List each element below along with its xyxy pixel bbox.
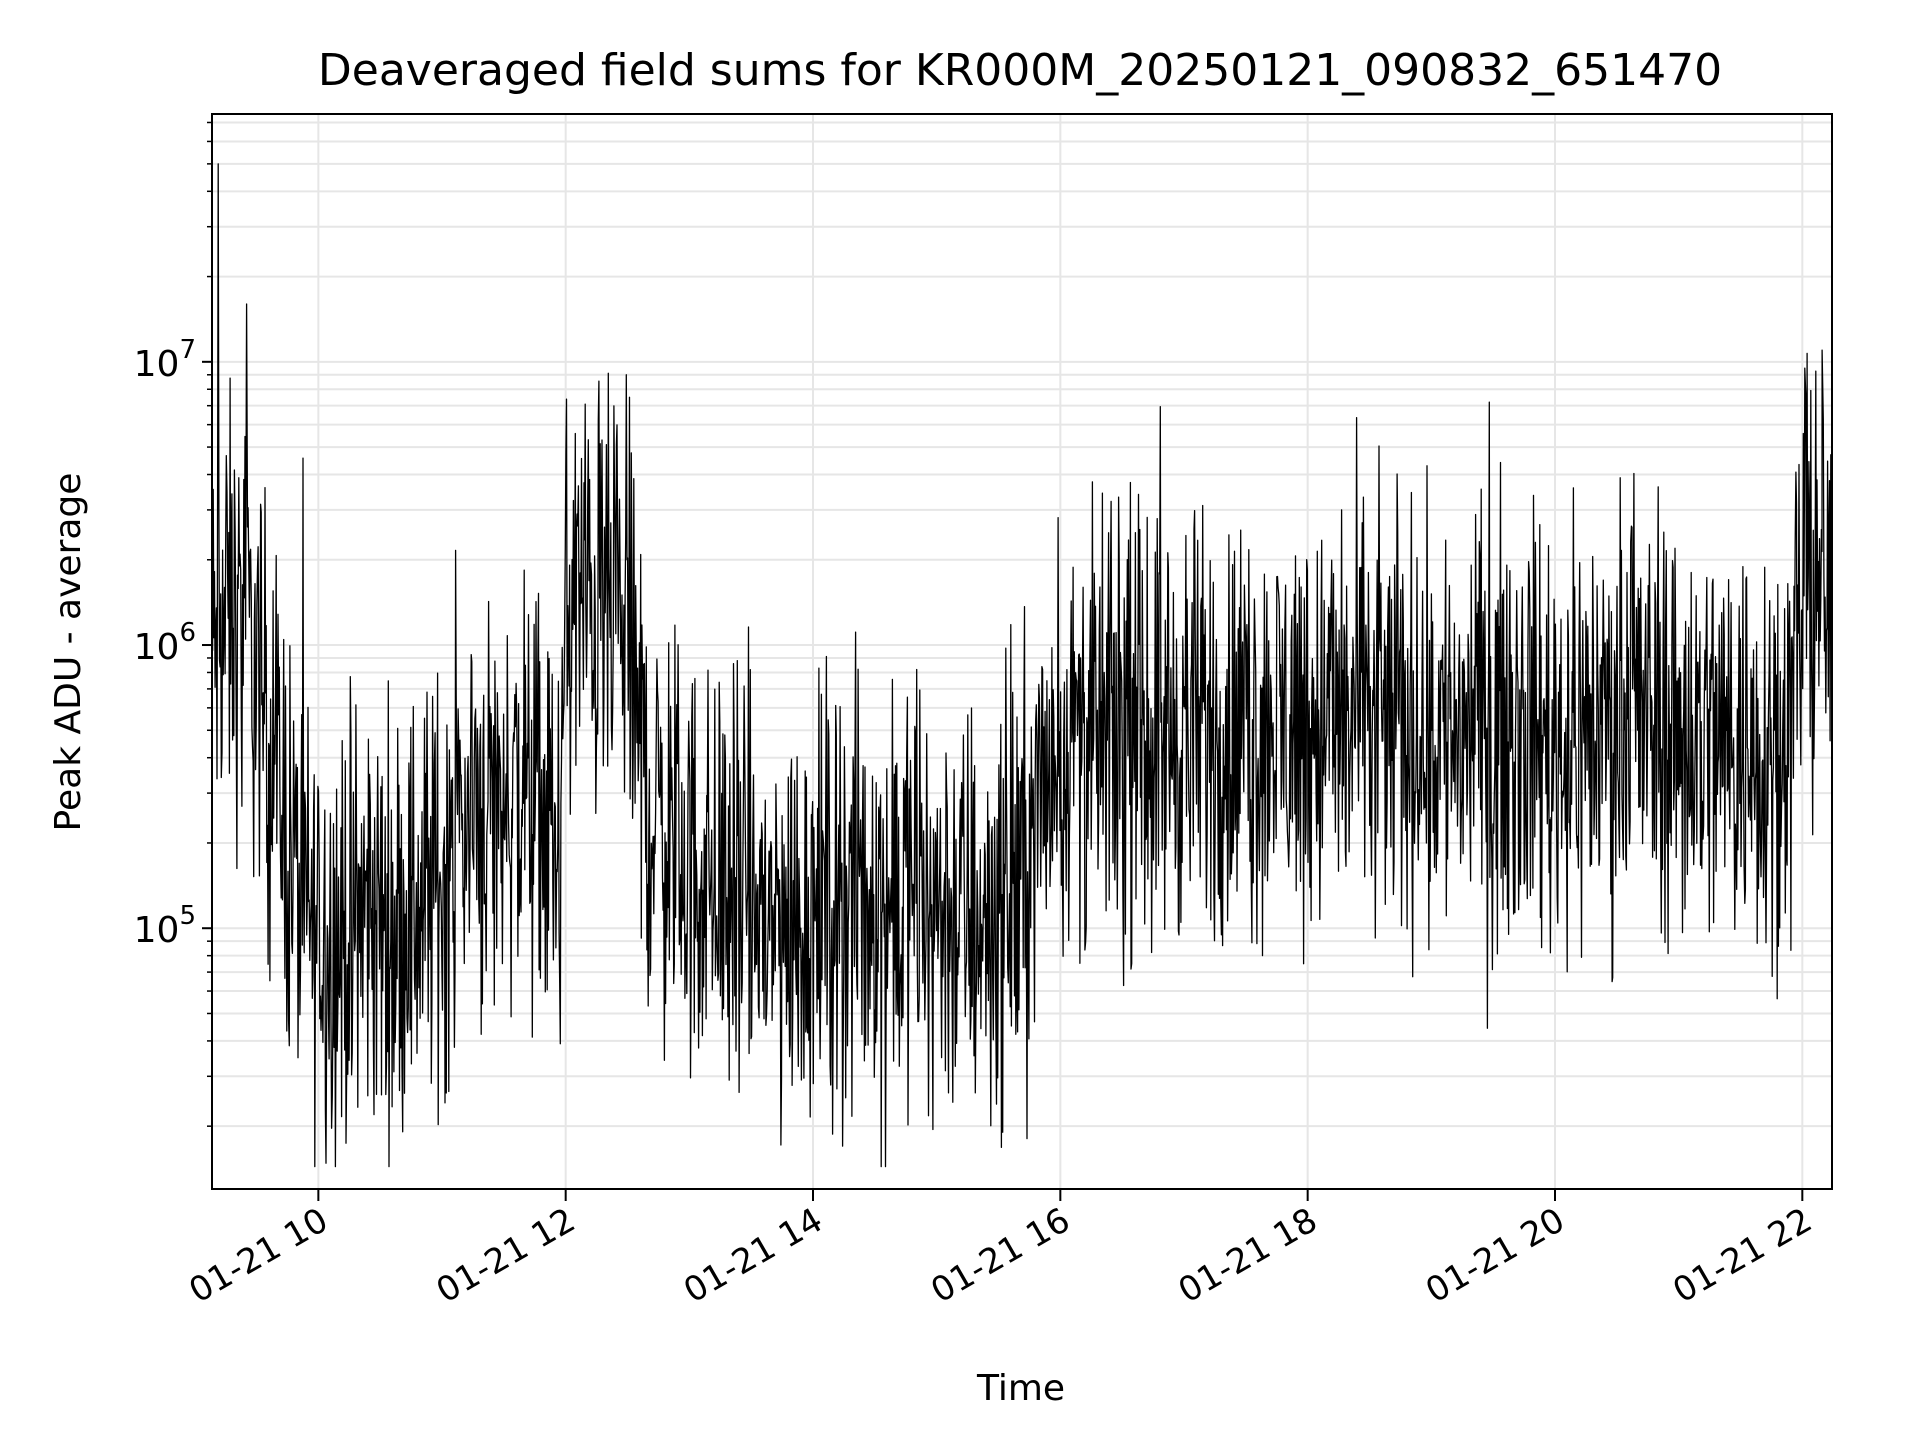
x-axis-label: Time xyxy=(976,1368,1065,1409)
x-tick-label: 01-21 16 xyxy=(924,1200,1076,1311)
y-tick-label: 107 xyxy=(134,335,196,385)
x-axis-ticks: 01-21 10 01-21 12 01-21 14 01-21 16 01-21 18… xyxy=(182,1189,1819,1311)
chart-title: Deaveraged field sums for KR000M_2025012… xyxy=(318,45,1722,96)
y-tick-label: 105 xyxy=(134,901,196,951)
x-tick-label: 01-21 14 xyxy=(677,1200,829,1311)
x-tick-label: 01-21 20 xyxy=(1419,1200,1571,1311)
x-tick-label: 01-21 22 xyxy=(1666,1200,1818,1311)
x-tick-label: 01-21 10 xyxy=(182,1200,334,1311)
y-axis-ticks: 105 106 107 xyxy=(134,121,212,1127)
x-tick-label: 01-21 12 xyxy=(430,1200,582,1311)
plot-frame xyxy=(211,113,1833,1190)
y-axis-label: Peak ADU - average xyxy=(48,473,89,832)
series-group xyxy=(211,163,1833,1168)
y-tick-label: 106 xyxy=(134,618,196,668)
series-line xyxy=(211,163,1833,1168)
x-tick-label: 01-21 18 xyxy=(1172,1200,1324,1311)
